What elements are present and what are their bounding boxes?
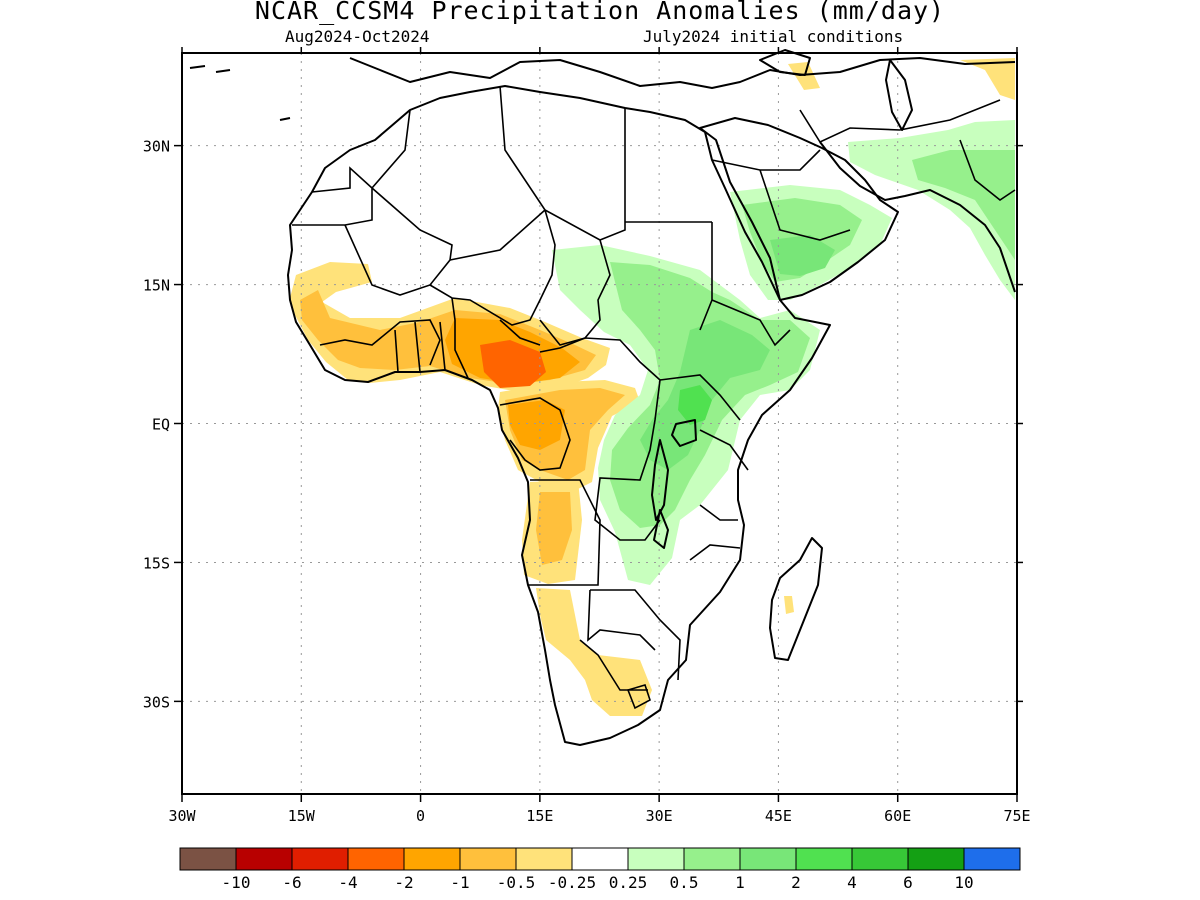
colorbar-label: 2 (791, 873, 801, 892)
border-middle-east (711, 99, 1016, 241)
colorbar-label: -4 (338, 873, 357, 892)
border-chad-sudan (539, 239, 611, 346)
lon-tick-label: 45E (765, 807, 792, 825)
colorbar-swatch (739, 847, 797, 871)
longitude-labels: 30W 15W 0 15E 30E 45E 60E 75E (168, 807, 1030, 825)
colorbar-label: 0.25 (609, 873, 648, 892)
country-borders (292, 85, 1016, 710)
lon-tick-label: 15W (288, 807, 316, 825)
colorbar (179, 847, 1021, 871)
canary-islands (189, 65, 291, 121)
anomaly-area-yemen-wet (770, 235, 835, 276)
arabian-peninsula-coastline (699, 117, 899, 301)
border-mauritania-mali (344, 187, 453, 296)
caspian-sea-coast (885, 59, 913, 131)
colorbar-swatch (907, 847, 965, 871)
colorbar-label: -1 (450, 873, 469, 892)
grid-lines (182, 53, 1017, 794)
colorbar-label: -10 (222, 873, 251, 892)
persian-gulf-coast (819, 141, 1016, 293)
forecast-period: Aug2024-Oct2024 (285, 27, 430, 46)
colorbar-swatch (347, 847, 405, 871)
colorbar-swatch (179, 847, 237, 871)
border-southern-africa (579, 589, 681, 691)
lake-victoria (671, 419, 697, 447)
colorbar-swatch (627, 847, 685, 871)
anomaly-area-nigeria-core (480, 340, 546, 388)
lon-tick-label: 75E (1003, 807, 1030, 825)
colorbar-label: 4 (847, 873, 857, 892)
anomaly-area-central-africa-orange (508, 400, 565, 450)
colorbar-label: -6 (282, 873, 301, 892)
colorbar-swatch (851, 847, 909, 871)
colorbar-label: 10 (954, 873, 973, 892)
lat-tick-label: EQ (152, 416, 170, 434)
colorbar-swatch (459, 847, 517, 871)
anomaly-area-lake-victoria-wet (678, 385, 712, 425)
border-east-africa (659, 299, 791, 561)
latitude-labels: 30N 15N EQ 15S 30S (143, 138, 170, 712)
lat-tick-label: 30N (143, 138, 170, 156)
anomaly-shading (290, 58, 1015, 716)
initial-conditions: July2024 initial conditions (643, 27, 904, 46)
colorbar-swatch (515, 847, 573, 871)
colorbar-swatch (291, 847, 349, 871)
coastlines (189, 49, 1016, 746)
border-niger-chad (429, 209, 556, 326)
colorbar-label: -0.5 (497, 873, 536, 892)
border-nigeria (451, 297, 541, 379)
lat-tick-label: 15N (143, 277, 170, 295)
africa-coastline (287, 85, 831, 746)
border-sahara-west (292, 166, 373, 226)
colorbar-label: 6 (903, 873, 913, 892)
lake-malawi (653, 509, 669, 549)
mediterranean-north-coast (349, 57, 1016, 89)
border-angola (528, 479, 601, 586)
border-congo-gabon (499, 397, 571, 471)
lat-tick-label: 15S (143, 554, 170, 572)
lon-tick-label: 0 (416, 807, 425, 825)
border-car-drc (539, 337, 661, 541)
colorbar-label: 1 (735, 873, 745, 892)
anomaly-area-madagascar-pale (784, 596, 794, 614)
map-border (181, 52, 1018, 795)
colorbar-label: -2 (394, 873, 413, 892)
lat-tick-label: 30S (143, 693, 170, 711)
colorbar-label: -0.25 (548, 873, 596, 892)
madagascar-coastline (769, 537, 823, 661)
lon-tick-label: 30E (646, 807, 673, 825)
colorbar-swatch (403, 847, 461, 871)
colorbar-swatch (683, 847, 741, 871)
lon-tick-label: 30W (168, 807, 196, 825)
colorbar-label: 0.5 (670, 873, 699, 892)
chart-title: NCAR_CCSM4 Precipitation Anomalies (mm/d… (254, 0, 946, 25)
border-algeria-libya (371, 85, 626, 241)
lesotho-border (626, 684, 651, 710)
black-sea-coast (759, 49, 811, 76)
colorbar-swatch (963, 847, 1021, 871)
lake-tanganyika (651, 439, 669, 521)
lon-tick-label: 15E (526, 807, 553, 825)
border-west-africa-coastal (319, 319, 446, 373)
colorbar-swatch (795, 847, 853, 871)
map-frame (174, 47, 1023, 802)
anomaly-area-angola-light (536, 492, 572, 565)
anomaly-area-iran-wet-light (912, 150, 1015, 260)
lon-tick-label: 60E (884, 807, 911, 825)
colorbar-swatch (571, 847, 629, 871)
colorbar-swatch (235, 847, 293, 871)
colorbar-labels: -10 -6 -4 -2 -1 -0.5 -0.25 0.25 0.5 1 2 4 6 10 (222, 873, 974, 892)
